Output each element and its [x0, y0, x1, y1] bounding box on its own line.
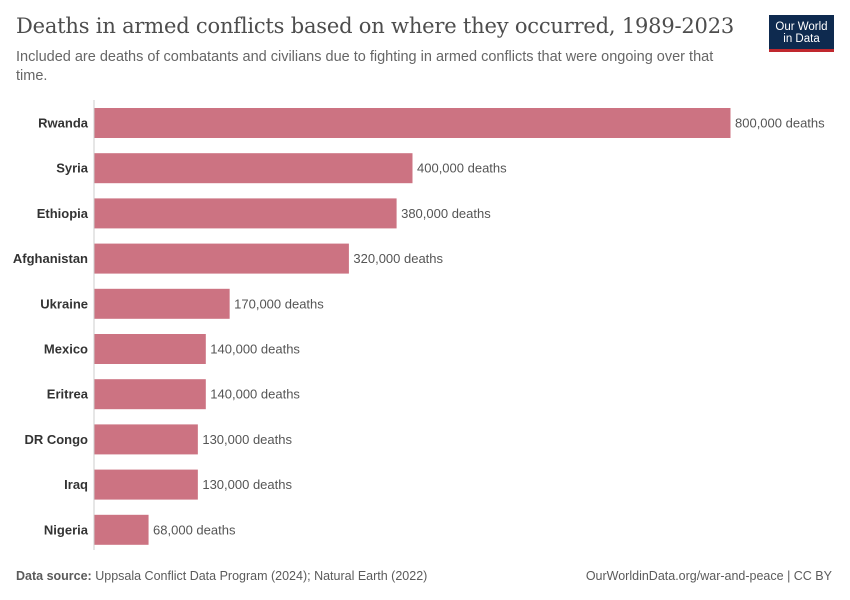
bar-eritrea[interactable] — [94, 379, 206, 410]
category-label: Afghanistan — [13, 251, 88, 266]
bar-ethiopia[interactable] — [94, 198, 397, 229]
value-label: 320,000 deaths — [353, 251, 443, 266]
value-label: 140,000 deaths — [210, 342, 300, 357]
chart-title: Deaths in armed conflicts based on where… — [16, 14, 735, 38]
value-label: 400,000 deaths — [417, 161, 507, 176]
bar-afghanistan[interactable] — [94, 243, 349, 274]
category-label: Eritrea — [47, 387, 89, 402]
category-label: DR Congo — [24, 432, 88, 447]
bar-mexico[interactable] — [94, 334, 206, 364]
value-label: 380,000 deaths — [401, 206, 491, 221]
bar-dr-congo[interactable] — [94, 424, 198, 455]
category-label: Rwanda — [38, 116, 89, 131]
category-label: Ethiopia — [37, 206, 89, 221]
bar-iraq[interactable] — [94, 469, 198, 500]
bar-ukraine[interactable] — [94, 288, 230, 319]
bar-rwanda[interactable] — [94, 108, 731, 138]
data-source: Data source: Uppsala Conflict Data Progr… — [16, 569, 427, 583]
data-source-text[interactable]: Uppsala Conflict Data Program (2024); Na… — [95, 569, 428, 583]
category-label: Mexico — [44, 342, 88, 357]
value-label: 140,000 deaths — [210, 387, 300, 402]
value-label: 130,000 deaths — [202, 432, 292, 447]
footer-link[interactable]: OurWorldinData.org/war-and-peace | CC BY — [585, 569, 832, 583]
value-label: 170,000 deaths — [234, 296, 324, 311]
chart-subtitle: Included are deaths of combatants and ci… — [16, 49, 714, 84]
logo-line-2: in Data — [783, 33, 820, 45]
category-label: Ukraine — [40, 296, 88, 311]
bar-syria[interactable] — [94, 153, 413, 184]
logo-line-1: Our World — [775, 21, 828, 33]
bar-nigeria[interactable] — [94, 514, 149, 545]
value-label: 68,000 deaths — [153, 522, 236, 537]
value-label: 130,000 deaths — [202, 477, 292, 492]
data-source-label: Data source: — [16, 569, 92, 583]
owid-logo[interactable]: Our World in Data — [769, 15, 834, 52]
value-label: 800,000 deaths — [735, 116, 825, 131]
category-label: Syria — [56, 161, 89, 176]
category-label: Iraq — [64, 477, 88, 492]
category-label: Nigeria — [44, 522, 89, 537]
